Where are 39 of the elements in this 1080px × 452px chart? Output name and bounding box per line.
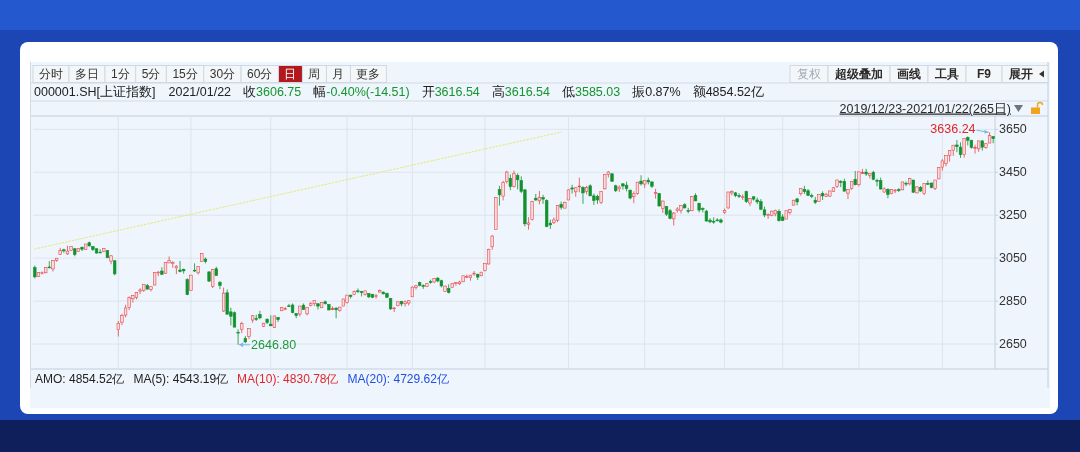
toolbar-button: 1分 (104, 65, 137, 83)
title: 000001.SH[上证指数] (34, 85, 156, 99)
y-tick-label: 2850 (999, 294, 1027, 309)
toolbar-button: 30分 (203, 65, 242, 83)
toolbar-button: F9 (965, 65, 1003, 83)
toolbar-button: 分时 (32, 65, 70, 83)
toolbar-button: 工具 (927, 65, 967, 83)
y-tick-label: 3250 (999, 208, 1027, 223)
annotation: 2021/01/22 (168, 85, 232, 99)
toolbar-button: 15分 (165, 65, 205, 83)
toolbar-button: 多日 (68, 65, 106, 83)
annotation: 幅-0.40%(-14.51) (313, 85, 410, 99)
annotation: MA(10): 4830.78亿 (237, 372, 339, 386)
annotation: 高3616.54 (491, 85, 550, 99)
annotation: 额4854.52亿 (692, 85, 764, 99)
y-tick-label: 3050 (999, 251, 1027, 266)
toolbar-button: 周 (301, 65, 327, 83)
annotation: 2646.80 (251, 337, 297, 352)
toolbar-button: 展开 (1001, 65, 1049, 83)
toolbar-button: 超级叠加 (827, 65, 891, 83)
annotation: 振0.87% (632, 85, 681, 99)
toolbar-button: 日 (277, 65, 303, 83)
y-tick-label: 2650 (999, 337, 1027, 352)
y-tick-label: 3450 (999, 165, 1027, 180)
annotation: AMO: 4854.52亿 (35, 372, 125, 386)
annotation: 开3616.54 (421, 85, 480, 99)
annotation: 收3606.75 (243, 85, 302, 99)
subtitle: 2019/12/23-2021/01/22(265日) (839, 101, 1011, 116)
annotation: 3636.24 (930, 122, 976, 137)
y-tick-label: 3650 (999, 122, 1027, 137)
annotation: 低3585.03 (562, 85, 621, 99)
annotation: MA(20): 4729.62亿 (347, 372, 449, 386)
toolbar-button: 更多 (349, 65, 387, 83)
toolbar-button: 月 (325, 65, 351, 83)
annotation: MA(5): 4543.19亿 (133, 372, 229, 386)
toolbar-button: 画线 (889, 65, 929, 83)
toolbar-button: 复权 (789, 65, 829, 83)
toolbar-button: 5分 (135, 65, 167, 83)
toolbar-button: 60分 (240, 65, 279, 83)
